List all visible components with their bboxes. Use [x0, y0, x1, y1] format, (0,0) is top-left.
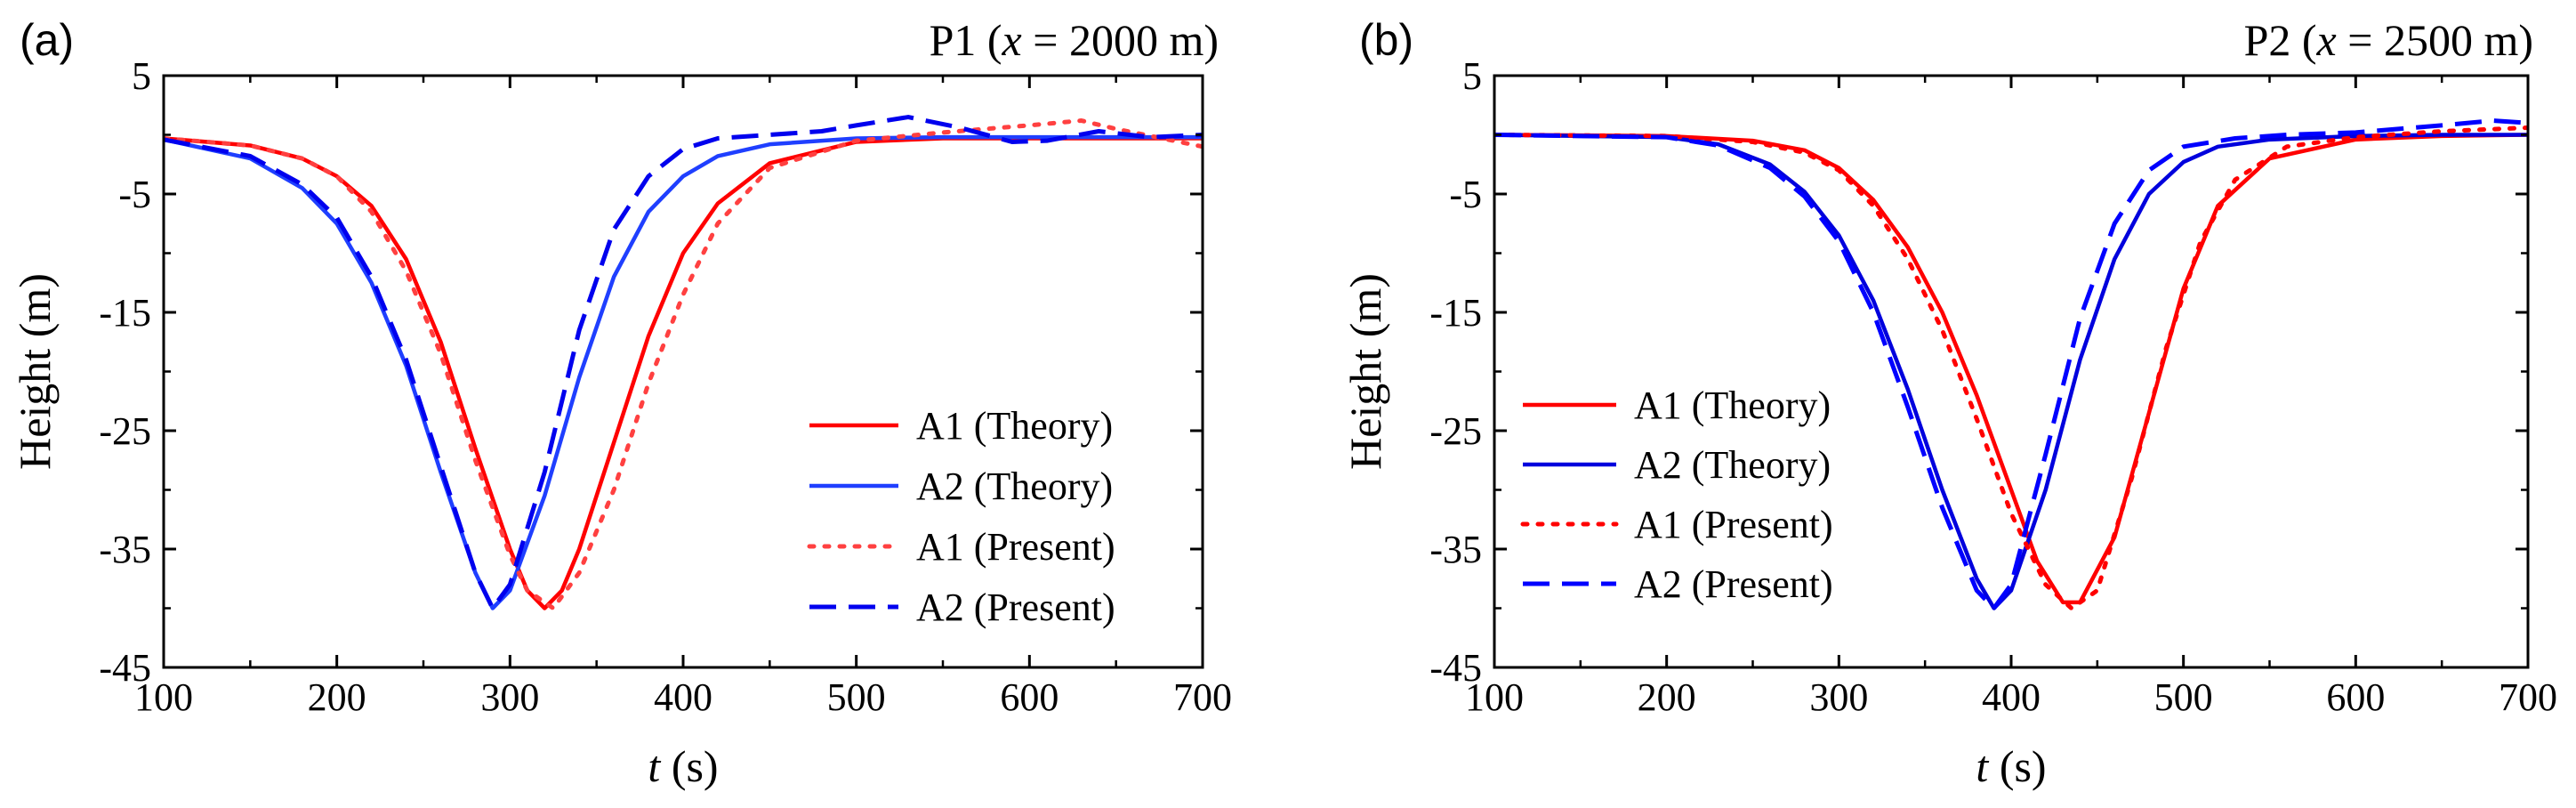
panel-label: (b)	[1359, 15, 1413, 65]
y-tick-label: -5	[1449, 173, 1482, 216]
x-tick-label: 500	[827, 675, 886, 719]
y-tick-label: -25	[1429, 409, 1482, 453]
series-line-a2-present	[164, 115, 1203, 610]
y-tick-label: -35	[1429, 528, 1482, 571]
x-tick-label: 300	[480, 675, 539, 719]
series-line-a1-theory	[1494, 133, 2528, 605]
y-tick-label: 5	[132, 54, 151, 98]
series-line-a1-present	[1494, 125, 2528, 610]
legend: A1 (Theory) A2 (Theory) A1 (Present) A2 (Pr…	[807, 404, 1115, 629]
chart-panel-a: 100 200 300 400 500 600 700 -45 -35 -25 -15 -5 5 Heig…	[10, 15, 1232, 791]
y-tick-label: -15	[1429, 291, 1482, 335]
legend-label: A1 (Present)	[1634, 503, 1833, 546]
x-tick-label: 600	[1000, 675, 1059, 719]
series-line-a2-present	[1494, 118, 2528, 610]
chart-panel-b: 100 200 300 400 500 600 700 -45 -35 -25 -15 -5 5 Heig…	[1340, 15, 2557, 791]
x-tick-label: 200	[1638, 675, 1696, 719]
legend-label: A1 (Theory)	[916, 404, 1113, 448]
x-tick-label: 100	[134, 675, 193, 719]
y-tick-label: -45	[1429, 646, 1482, 690]
chart-title: P1 (x = 2000 m)	[930, 15, 1219, 65]
x-tick-label: 400	[1982, 675, 2041, 719]
legend-label: A2 (Present)	[1634, 562, 1833, 606]
legend: A1 (Theory) A2 (Theory) A1 (Present) A2 (Pr…	[1520, 384, 1833, 606]
y-tick-label: -5	[118, 173, 151, 216]
x-tick-label: 400	[654, 675, 712, 719]
x-tick-label: 100	[1465, 675, 1524, 719]
y-axis-label: Height (m)	[10, 273, 60, 470]
legend-label: A2 (Present)	[916, 586, 1115, 629]
y-axis-label: Height (m)	[1340, 273, 1390, 470]
x-tick-label: 600	[2326, 675, 2385, 719]
legend-label: A2 (Theory)	[1634, 443, 1831, 487]
chart-title: P2 (x = 2500 m)	[2244, 15, 2533, 65]
panel-label: (a)	[20, 15, 74, 65]
series-line-a1-present	[164, 118, 1203, 610]
x-tick-label: 500	[2154, 675, 2213, 719]
x-axis-label: t (s)	[1976, 741, 2046, 791]
legend-label: A1 (Theory)	[1634, 384, 1831, 427]
x-tick-label: 700	[2499, 675, 2557, 719]
x-tick-label: 300	[1809, 675, 1868, 719]
x-tick-label: 700	[1173, 675, 1232, 719]
legend-label: A2 (Theory)	[916, 465, 1113, 508]
x-axis-label: t (s)	[648, 741, 718, 791]
plot-frame	[162, 74, 1204, 669]
legend-label: A1 (Present)	[916, 525, 1115, 569]
y-tick-label: -35	[99, 528, 151, 571]
y-tick-label: -25	[99, 409, 151, 453]
y-tick-label: -15	[99, 291, 151, 335]
x-tick-label: 200	[308, 675, 366, 719]
series-line-a1-theory	[164, 136, 1203, 610]
y-tick-label: 5	[1462, 54, 1482, 98]
y-tick-label: -45	[99, 646, 151, 690]
